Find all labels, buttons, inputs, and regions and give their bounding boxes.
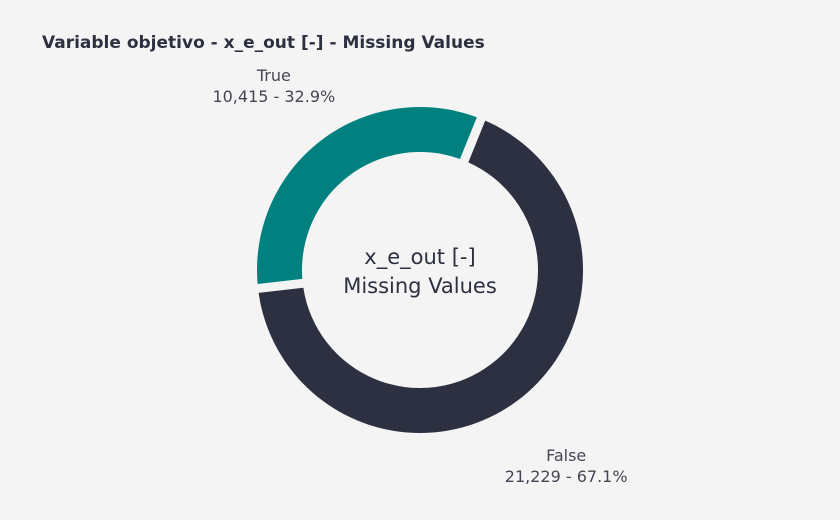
donut-slices — [257, 106, 583, 434]
slice-labels: True 10,415 - 32.9% False 21,229 - 67.1% — [212, 66, 627, 486]
slice-label-true: True — [256, 66, 291, 85]
slice-value-false: 21,229 - 67.1% — [505, 467, 628, 486]
slice-true — [257, 106, 477, 284]
slice-value-true: 10,415 - 32.9% — [212, 87, 335, 106]
chart-title: Variable objetivo - x_e_out [-] - Missin… — [42, 33, 485, 53]
slice-label-false: False — [546, 446, 586, 465]
center-label-line-2: Missing Values — [343, 274, 497, 298]
center-label-line-1: x_e_out [-] — [364, 245, 475, 270]
